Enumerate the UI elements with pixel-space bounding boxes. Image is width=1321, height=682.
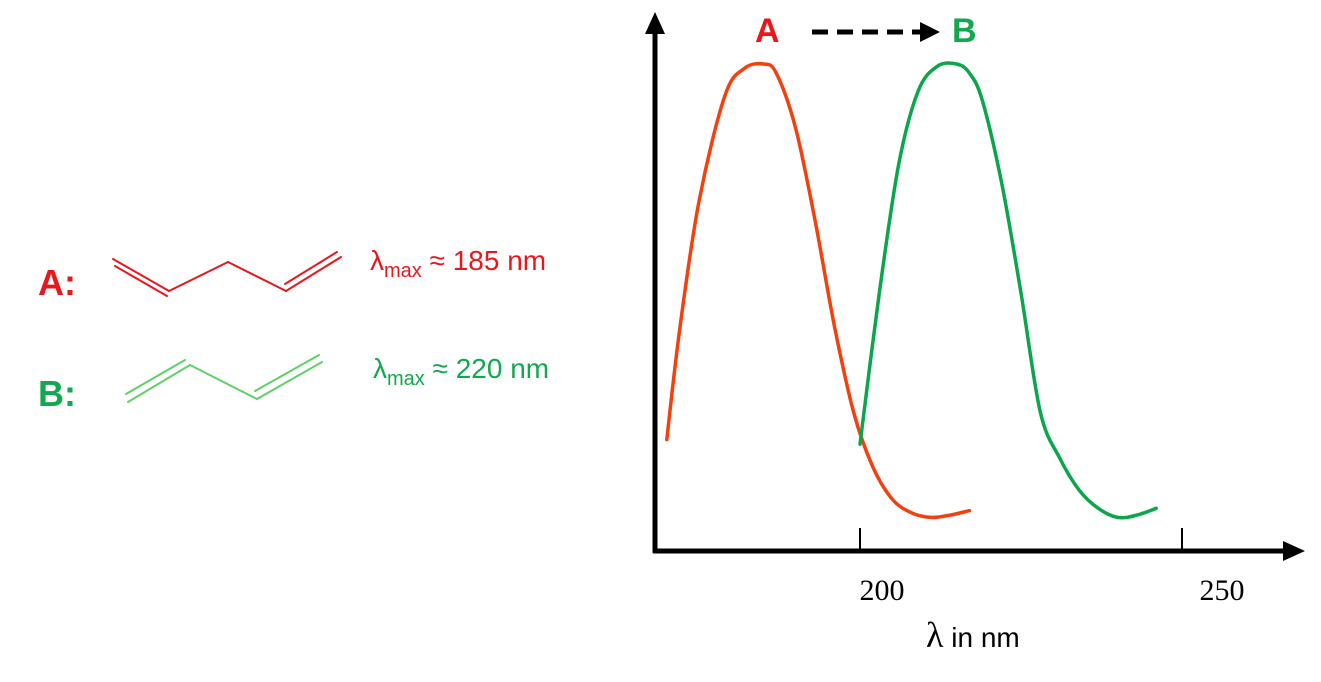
compound-b-label: B: [38,373,76,414]
lambda-max-a: λmax ≈ 185 nm [370,245,546,282]
bond-a2 [168,261,229,292]
annotation-label-a: A [755,12,780,50]
bond-b1-double [125,359,186,395]
compound-b-group: B: λmax ≈ 220 nm [38,353,549,414]
x-tick-label-200: 200 [860,574,905,607]
spectrum-curve-b [858,61,1158,520]
bond-a1-double [114,265,168,297]
x-axis-label-unit: in nm [943,622,1019,653]
x-axis-label: λ in nm [926,615,1020,655]
x-axis-arrowhead [1283,541,1305,561]
lambda-max-b: λmax ≈ 220 nm [373,353,549,390]
bond-b2 [189,364,258,400]
bond-a1 [112,258,170,292]
bond-b3 [256,361,323,400]
lambda-symbol-b: λ [373,353,387,384]
shift-arrowhead [920,22,940,42]
x-ticks: 200 250 [859,528,1245,607]
bond-a3 [227,261,287,292]
lambda-sub-a: max [384,260,422,282]
bond-a4 [285,256,342,292]
bond-b3-double [254,354,320,392]
spectrum-curve-a [665,61,972,520]
spectrum-curves [665,61,1158,520]
bond-a4-double [284,251,338,285]
peak-shift-annotation: A B [755,12,977,50]
compound-a-group: A: λmax ≈ 185 nm [38,245,546,303]
compound-a-structure [112,251,342,297]
x-axis-label-symbol: λ [926,615,944,655]
compound-a-label: A: [38,262,76,303]
x-tick-label-250: 250 [1200,574,1245,607]
bond-b1 [127,364,191,403]
lambda-sub-b: max [387,368,425,390]
annotation-label-b: B [952,12,977,50]
lambda-value-a: ≈ 185 nm [422,245,546,276]
lambda-symbol-a: λ [370,245,384,276]
lambda-value-b: ≈ 220 nm [425,353,549,384]
compound-b-structure [125,354,323,403]
y-axis-arrowhead [645,12,665,34]
spectrum-chart: 200 250 λ in nm A B [645,12,1305,655]
